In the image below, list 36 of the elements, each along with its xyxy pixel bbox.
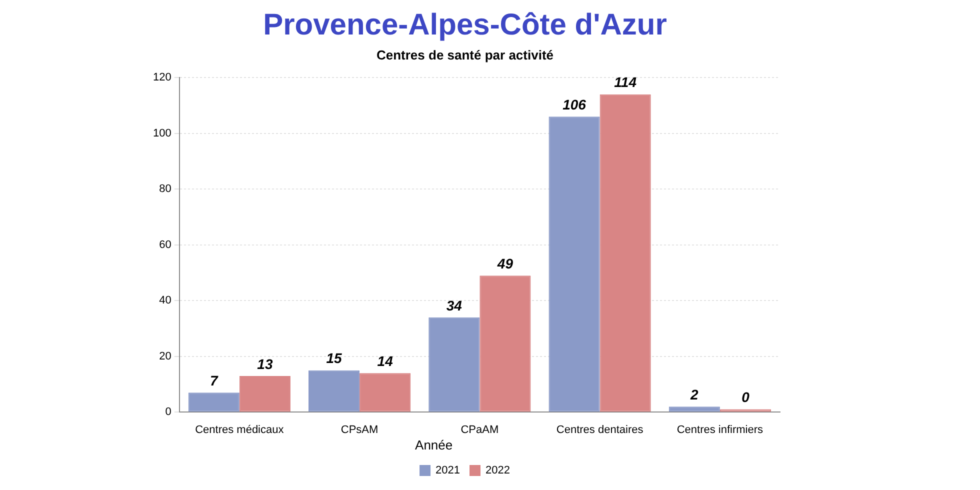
chart-subtitle: Centres de santé par activité: [376, 47, 554, 62]
bar: [668, 406, 720, 412]
bar: [360, 373, 411, 412]
x-tick-label: Centres dentaires: [556, 424, 644, 436]
legend-title: Année: [415, 437, 453, 452]
data-label: 0: [742, 389, 750, 406]
bar: [188, 392, 240, 412]
y-tick-label: 100: [152, 127, 172, 140]
y-tick-label: 60: [159, 238, 172, 251]
y-tick-label: 0: [165, 406, 172, 418]
x-tick-label: CPsAM: [340, 424, 378, 436]
data-label: 13: [257, 356, 273, 372]
legend-label: 2022: [486, 464, 510, 477]
bar: [308, 370, 360, 412]
bar: [548, 116, 600, 412]
data-label: 15: [326, 350, 342, 366]
bar: [600, 94, 651, 412]
y-tick-label: 20: [159, 350, 172, 362]
y-tick-label: 40: [159, 294, 172, 307]
x-tick-label: Centres médicaux: [195, 424, 284, 436]
data-label: 114: [614, 74, 637, 90]
data-label: 14: [377, 353, 394, 370]
bar: [428, 317, 480, 412]
data-label: 106: [562, 96, 586, 112]
x-tick-label: CPaAM: [460, 424, 499, 436]
data-label: 49: [496, 255, 514, 272]
data-label: 2: [690, 386, 699, 402]
data-label: 7: [210, 372, 219, 389]
bar: [239, 376, 290, 412]
legend-label: 2021: [436, 464, 460, 477]
y-tick-label: 120: [152, 72, 172, 84]
data-label: 34: [446, 297, 462, 314]
chart-title: Provence-Alpes-Côte d'Azur: [263, 8, 668, 42]
x-tick-label: Centres infirmiers: [676, 424, 764, 436]
bar: [480, 276, 531, 412]
y-tick-label: 80: [159, 183, 172, 196]
